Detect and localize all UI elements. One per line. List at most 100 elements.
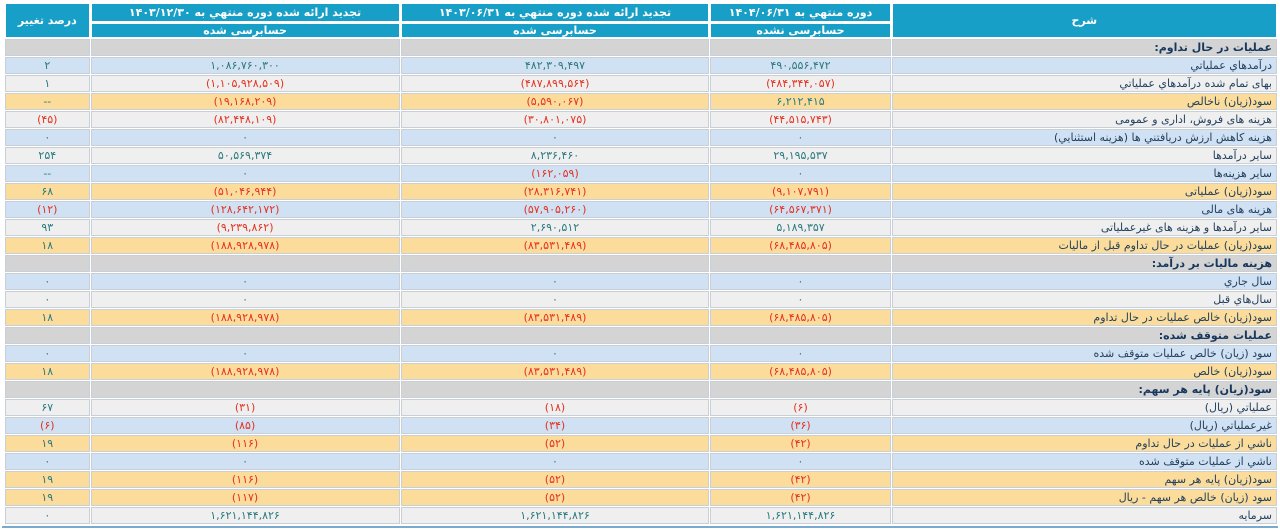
value-cell-current: ۰ <box>710 345 891 362</box>
value-cell-current: (۶۸,۴۸۵,۸۰۵) <box>710 237 891 254</box>
value-cell-restated-prior: (۵۷,۹۰۵,۲۶۰) <box>400 201 710 218</box>
value-cell-current: ۴۹۰,۵۵۶,۴۷۲ <box>710 57 891 74</box>
value-cell-current: ۵,۱۸۹,۳۵۷ <box>710 219 891 236</box>
numeric-value: (۴۲) <box>790 491 811 504</box>
table-header: شرح دوره منتهي به ۱۴۰۴/۰۶/۳۱ تجدید ارائه… <box>5 3 1277 38</box>
value-cell-restated-annual: ۰ <box>90 165 400 182</box>
numeric-value: (۱۲) <box>37 203 58 216</box>
numeric-value: (۵۷,۹۰۵,۲۶۰) <box>523 203 587 216</box>
value-cell-current <box>710 327 891 344</box>
section-row: هزینه مالیات بر درآمد: <box>5 255 1277 272</box>
value-cell-restated-annual: (۸۲,۴۴۸,۱۰۹) <box>90 111 400 128</box>
numeric-value: ۲۹,۱۹۵,۵۳۷ <box>773 149 828 162</box>
numeric-value: ۱ <box>44 77 51 90</box>
change-percent-cell: ۰ <box>5 507 90 524</box>
table-row: سود(زیان) عملیات در حال تداوم قبل از مال… <box>5 237 1277 254</box>
header-audit-status-restated-prior: حسابرسی شده <box>400 23 710 38</box>
value-cell-restated-prior: (۱۶۲,۰۵۹) <box>400 165 710 182</box>
row-label: ناشي از عملیات در حال تداوم <box>891 435 1277 452</box>
change-percent-cell: (۴۵) <box>5 111 90 128</box>
numeric-value: (۸۳,۵۳۱,۴۸۹) <box>523 311 587 324</box>
table-row: سایر درآمدها ۲۹,۱۹۵,۵۳۷ ۸,۲۳۶,۴۶۰ ۵۰,۵۶۹,۳۷… <box>5 147 1277 164</box>
value-cell-restated-annual: (۱۱۷) <box>90 489 400 506</box>
numeric-value: ۰ <box>44 293 51 306</box>
row-label: سود(زیان) عملیاتی <box>891 183 1277 200</box>
value-cell-restated-annual: ۰ <box>90 345 400 362</box>
value-cell-restated-prior: ۰ <box>400 345 710 362</box>
value-cell-restated-annual: (۳۱) <box>90 399 400 416</box>
change-percent-cell: ۰ <box>5 453 90 470</box>
value-cell-current: (۶۸,۴۸۵,۸۰۵) <box>710 363 891 380</box>
numeric-value: (۱۱۶) <box>231 437 259 450</box>
change-percent-cell: ۲ <box>5 57 90 74</box>
row-label: سود(زیان) خالص <box>891 363 1277 380</box>
numeric-value: (۳۴) <box>544 419 566 432</box>
numeric-value: ۰ <box>44 131 51 144</box>
value-cell-restated-prior: ۰ <box>400 453 710 470</box>
numeric-value: ۱۹ <box>41 491 54 504</box>
header-period-restated-annual: تجدید ارائه شده دوره منتهي به ۱۴۰۳/۱۲/۳۰ <box>90 3 400 22</box>
numeric-value: (۶) <box>40 419 55 432</box>
value-cell-current: ۰ <box>710 453 891 470</box>
value-cell-current: (۴۴,۵۱۵,۷۴۳) <box>710 111 891 128</box>
numeric-value: ۰ <box>44 347 51 360</box>
row-label: سود(زیان) ناخالص <box>891 93 1277 110</box>
value-cell-current: (۴۲) <box>710 471 891 488</box>
row-label: سود(زیان) پایه هر سهم <box>891 471 1277 488</box>
table-row: سال جاري ۰ ۰ ۰ ۰ <box>5 273 1277 290</box>
table-row: سرمایه ۱,۶۲۱,۱۴۴,۸۲۶ ۱,۶۲۱,۱۴۴,۸۲۶ ۱,۶۲۱,۱۴… <box>5 507 1277 524</box>
value-cell-restated-annual: (۱۸۸,۹۲۸,۹۷۸) <box>90 309 400 326</box>
row-label: سایر درآمدها و هزینه های غیرعملیاتی <box>891 219 1277 236</box>
row-label: سود(زیان) پایه هر سهم: <box>891 381 1277 398</box>
row-label: عملیات متوقف شده: <box>891 327 1277 344</box>
value-cell-restated-annual: ۰ <box>90 129 400 146</box>
value-cell-restated-prior <box>400 327 710 344</box>
change-percent-cell: ۱ <box>5 75 90 92</box>
numeric-value: (۵۲) <box>544 473 566 486</box>
value-cell-restated-annual: (۹,۲۳۹,۸۶۲) <box>90 219 400 236</box>
change-percent-cell: -- <box>5 93 90 110</box>
change-percent-cell: ۹۳ <box>5 219 90 236</box>
numeric-value: (۴۲) <box>790 437 811 450</box>
table-body: عملیات در حال تداوم: درآمدهاي عملياتي ۴۹۰,… <box>5 39 1277 524</box>
header-change-percent: درصد تغییر <box>5 3 90 38</box>
numeric-value: (۴۴,۵۱۵,۷۴۳) <box>769 113 832 126</box>
numeric-value: (۱۸۸,۹۲۸,۹۷۸) <box>210 311 280 324</box>
numeric-value: (۸۵) <box>234 419 256 432</box>
value-cell-restated-prior: ۰ <box>400 273 710 290</box>
value-cell-current: (۴۲) <box>710 435 891 452</box>
value-cell-current: (۳۶) <box>710 417 891 434</box>
value-cell-current <box>710 381 891 398</box>
numeric-value: (۴۸۷,۸۹۹,۵۶۴) <box>520 77 590 90</box>
numeric-value: (۵۱,۰۴۶,۹۴۴) <box>213 185 277 198</box>
value-cell-restated-annual: (۱,۱۰۵,۹۲۸,۵۰۹) <box>90 75 400 92</box>
table-row: ناشي از عملیات متوقف شده ۰ ۰ ۰ ۰ <box>5 453 1277 470</box>
numeric-value: ۱۸ <box>41 365 54 378</box>
value-cell-restated-prior: (۸۳,۵۳۱,۴۸۹) <box>400 363 710 380</box>
numeric-value: (۱۶۲,۰۵۹) <box>531 167 579 180</box>
value-cell-restated-prior: ۲,۶۹۰,۵۱۲ <box>400 219 710 236</box>
table-row: سود(زیان) خالص (۶۸,۴۸۵,۸۰۵) (۸۳,۵۳۱,۴۸۹) (۱… <box>5 363 1277 380</box>
header-period-restated-prior: تجدید ارائه شده دوره منتهي به ۱۴۰۳/۰۶/۳۱ <box>400 3 710 22</box>
value-cell-restated-annual <box>90 381 400 398</box>
value-cell-restated-prior: ۰ <box>400 129 710 146</box>
numeric-value: (۳۶) <box>790 419 811 432</box>
numeric-value: ۱۸ <box>41 239 54 252</box>
numeric-value: ۰ <box>797 293 804 306</box>
value-cell-current: ۰ <box>710 291 891 308</box>
numeric-value: (۸۳,۵۳۱,۴۸۹) <box>523 365 587 378</box>
value-cell-current: (۶۴,۵۶۷,۳۷۱) <box>710 201 891 218</box>
table-row: سال‌هاي قبل ۰ ۰ ۰ ۰ <box>5 291 1277 308</box>
numeric-value: (۳۰,۸۰۱,۰۷۵) <box>523 113 587 126</box>
numeric-value: ۱۹ <box>41 437 54 450</box>
numeric-value: ۰ <box>552 293 558 306</box>
numeric-value: ۰ <box>242 347 248 360</box>
value-cell-restated-prior <box>400 39 710 56</box>
change-percent-cell: ۲۵۴ <box>5 147 90 164</box>
value-cell-restated-annual: (۵۱,۰۴۶,۹۴۴) <box>90 183 400 200</box>
value-cell-restated-annual <box>90 327 400 344</box>
value-cell-restated-annual: (۱۸۸,۹۲۸,۹۷۸) <box>90 363 400 380</box>
numeric-value: ۱۹ <box>41 473 54 486</box>
numeric-value: (۱,۱۰۵,۹۲۸,۵۰۹) <box>205 77 285 90</box>
